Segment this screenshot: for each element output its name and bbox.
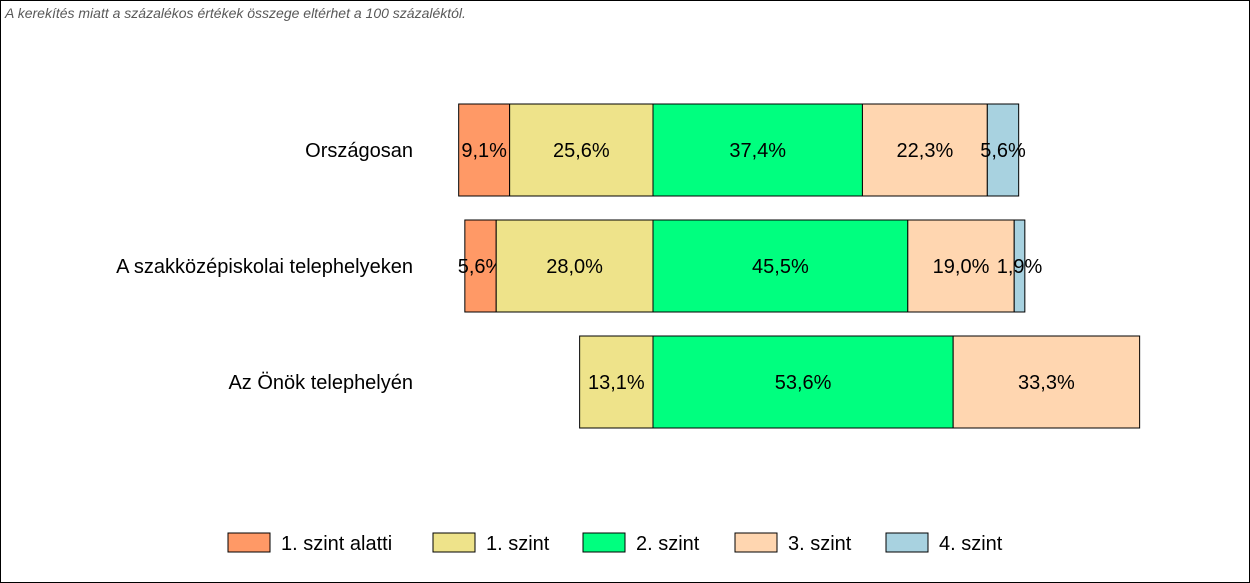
category-label: Országosan	[305, 140, 413, 162]
bar-segment	[986, 103, 1020, 197]
bar-area: 9,1% 25,6% 37,4% 22,3% 5,6% 5,6% 28,0% 45,5% 19,…	[458, 103, 1141, 429]
data-label: 37,4%	[729, 140, 786, 162]
data-label: 1,9%	[997, 256, 1043, 278]
bar-segment	[464, 219, 497, 313]
data-label: 19,0%	[933, 256, 990, 278]
bar-segment	[907, 219, 1015, 313]
legend-entry: 1. szint alatti	[281, 533, 392, 555]
data-label: 45,5%	[752, 256, 809, 278]
bar-segment	[495, 219, 654, 313]
rounding-note: A kerekítés miatt a százalékos értékek ö…	[5, 5, 466, 21]
category-label: Az Önök telephelyén	[228, 372, 413, 394]
legend-entry: 4. szint	[939, 533, 1003, 555]
data-label: 53,6%	[775, 372, 832, 394]
bar-segment	[652, 103, 863, 197]
legend-entry: 1. szint	[486, 533, 550, 555]
legend-swatch	[885, 532, 929, 553]
legend-entry: 3. szint	[788, 533, 852, 555]
bar-segment	[861, 103, 988, 197]
legend-swatch	[432, 532, 476, 553]
category-label: A szakközépiskolai telephelyeken	[116, 256, 413, 278]
data-label: 28,0%	[546, 256, 603, 278]
bar-segment	[952, 335, 1141, 429]
category-labels: Országosan A szakközépiskolai telephelyek…	[116, 140, 413, 394]
data-label: 5,6%	[980, 140, 1026, 162]
bar-segment	[1013, 219, 1026, 313]
data-label: 33,3%	[1018, 372, 1075, 394]
legend-swatch	[734, 532, 778, 553]
bar-segment	[652, 219, 909, 313]
legend-swatch	[582, 532, 626, 553]
bar-segment	[458, 103, 511, 197]
data-label: 5,6%	[458, 256, 504, 278]
legend: 1. szint alatti 1. szint 2. szint 3. szint 4…	[227, 532, 1003, 555]
data-label: 13,1%	[588, 372, 645, 394]
bar-segment	[579, 335, 654, 429]
data-label: 9,1%	[461, 140, 507, 162]
data-label: 25,6%	[553, 140, 610, 162]
legend-swatch	[227, 532, 271, 553]
legend-entry: 2. szint	[636, 533, 700, 555]
data-label: 22,3%	[897, 140, 954, 162]
bar-segment	[652, 335, 954, 429]
